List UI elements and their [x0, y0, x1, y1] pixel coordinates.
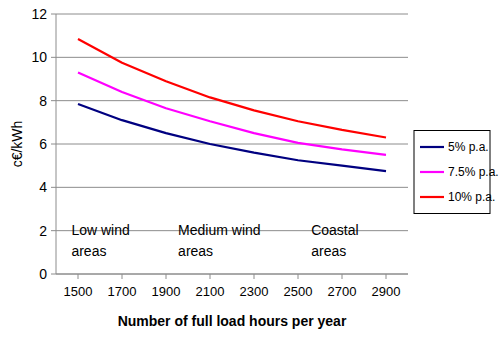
- y-axis: [56, 14, 57, 274]
- y-tick-label: 12: [31, 6, 47, 22]
- grid-line: [56, 187, 408, 188]
- annotation: areas: [71, 243, 106, 259]
- legend-label: 10% p.a.: [448, 190, 495, 204]
- x-tick: [122, 274, 123, 279]
- series-line: [78, 39, 386, 138]
- y-tick-label: 6: [39, 136, 47, 152]
- x-tick: [254, 274, 255, 279]
- legend-label: 7.5% p.a.: [448, 165, 499, 179]
- x-tick: [166, 274, 167, 279]
- x-tick-label: 1700: [108, 284, 137, 299]
- grid-line: [56, 100, 408, 101]
- legend-label: 5% p.a.: [448, 140, 489, 154]
- y-tick: [51, 14, 56, 15]
- annotation: Medium wind: [178, 222, 260, 238]
- y-tick: [51, 100, 56, 101]
- annotation: Low wind: [71, 222, 129, 238]
- series-group: [78, 39, 386, 171]
- x-tick-label: 2300: [240, 284, 269, 299]
- x-tick-label: 2900: [372, 284, 401, 299]
- x-tick: [386, 274, 387, 279]
- annotation: areas: [178, 243, 213, 259]
- grid-line: [56, 57, 408, 58]
- x-axis-title: Number of full load hours per year: [118, 313, 347, 329]
- x-tick-label: 2500: [284, 284, 313, 299]
- y-axis-title: c€/kWh: [9, 121, 25, 168]
- y-tick-label: 0: [39, 266, 47, 282]
- x-axis: [56, 274, 408, 275]
- grid-line: [56, 274, 408, 275]
- y-tick: [51, 274, 56, 275]
- y-tick: [51, 230, 56, 231]
- chart-svg: 0 2 4 6 8 10 12 1500 1700 1900 2100 2300 2500 2700 290…: [0, 0, 500, 337]
- chart-container: 0 2 4 6 8 10 12 1500 1700 1900 2100 2300 2500 2700 290…: [0, 0, 500, 337]
- y-tick: [51, 57, 56, 58]
- annotation: areas: [311, 243, 346, 259]
- x-tick: [298, 274, 299, 279]
- x-tick: [78, 274, 79, 279]
- y-tick: [51, 187, 56, 188]
- legend-swatch: [420, 196, 444, 198]
- x-tick-label: 1900: [152, 284, 181, 299]
- x-tick-label: 2100: [196, 284, 225, 299]
- grid-line: [56, 14, 408, 15]
- legend-swatch: [420, 146, 444, 148]
- series-line: [78, 104, 386, 171]
- x-tick-label: 2700: [328, 284, 357, 299]
- legend: 5% p.a. 7.5% p.a. 10% p.a.: [414, 131, 499, 214]
- y-tick-label: 4: [39, 179, 47, 195]
- x-tick: [210, 274, 211, 279]
- y-tick-label: 2: [39, 223, 47, 239]
- annotation: Coastal: [311, 222, 358, 238]
- x-tick-label: 1500: [64, 284, 93, 299]
- y-tick-label: 10: [31, 49, 47, 65]
- y-tick: [51, 144, 56, 145]
- x-tick: [342, 274, 343, 279]
- grid-line: [56, 144, 408, 145]
- legend-swatch: [420, 171, 444, 173]
- y-tick-label: 8: [39, 93, 47, 109]
- series-line: [78, 73, 386, 155]
